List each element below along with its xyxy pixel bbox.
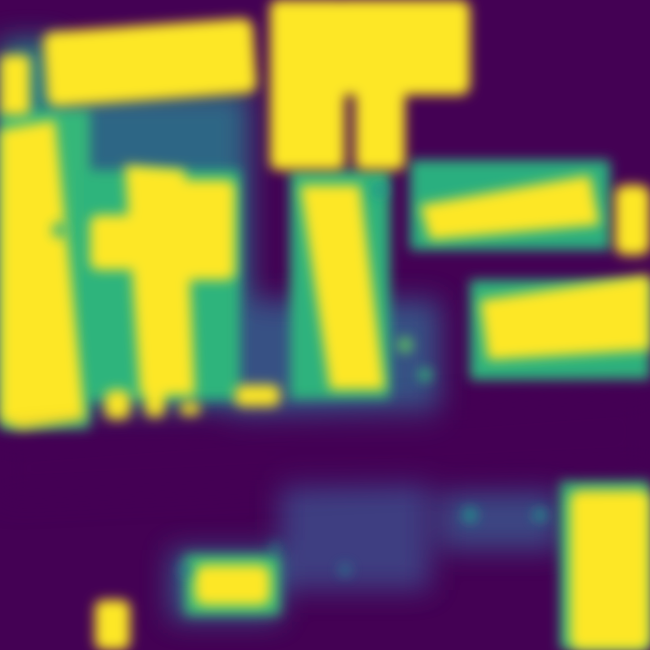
speckle [418,368,432,382]
speckle [339,564,351,576]
building-top-center-lower [355,90,405,170]
building-left-tall [0,120,85,430]
building-far-right-edge [615,185,650,255]
building-top-horizontal [43,18,257,107]
speckle [373,183,387,197]
dark-road-band [0,390,650,500]
blob-under-left-1 [105,390,130,420]
speckle [179,564,191,576]
speckle [462,507,478,523]
building-top-center-right [335,0,470,95]
building-bottom-right [570,490,650,650]
speckle [270,543,280,553]
building-mid-left-small [90,215,135,270]
blob-bottom-left [95,600,130,650]
building-top-center-left [270,0,345,170]
building-right-middle [480,275,650,360]
building-mid-left-block [180,180,235,280]
building-mid-left-tall [125,165,195,395]
speckle-layer [52,183,547,576]
speckle [533,508,547,522]
building-center-vertical [300,185,385,390]
building-right-top [420,175,600,240]
blob-under-center [235,385,280,407]
building-top-left-small [0,55,30,115]
blob-under-left-2 [145,390,165,418]
speckle [52,222,68,238]
blob-under-left-3 [180,402,200,416]
blob-bottom-center [195,565,270,605]
haze-bottom-middle [280,480,430,590]
speckle [397,337,413,353]
